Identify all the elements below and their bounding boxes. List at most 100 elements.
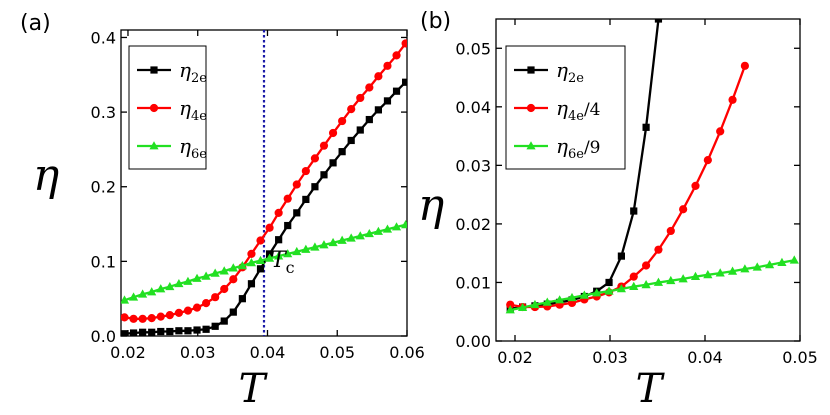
data-point — [274, 251, 284, 260]
data-point — [121, 313, 129, 322]
data-point — [365, 83, 374, 92]
legend-marker — [149, 103, 159, 113]
data-point — [302, 195, 310, 204]
data-point — [678, 274, 688, 283]
data-point — [653, 277, 664, 286]
y-axis-label: η — [418, 180, 444, 231]
data-point — [616, 284, 626, 293]
data-point — [328, 237, 338, 247]
data-point — [148, 328, 156, 336]
data-point — [301, 244, 311, 253]
chart-panel-b: 0.02 0.03 0.04 0.05 0.00 0.01 0.02 0.03 0.04 0.05… — [418, 9, 818, 412]
data-point — [392, 87, 401, 95]
y-axis-label: η — [33, 150, 59, 201]
data-point — [355, 231, 365, 240]
data-point — [283, 194, 292, 203]
data-point — [703, 270, 713, 279]
data-point — [320, 171, 328, 179]
data-point — [283, 249, 293, 258]
data-point — [391, 222, 402, 231]
data-point — [220, 284, 229, 294]
y-tick-label: 0.0 — [91, 327, 116, 346]
data-point — [691, 181, 700, 190]
data-point — [156, 284, 166, 293]
y-tick-label: 0.4 — [91, 28, 116, 47]
series-4e — [121, 39, 407, 323]
data-point — [129, 314, 138, 323]
data-point — [202, 325, 210, 333]
data-point — [401, 39, 407, 48]
data-point — [338, 148, 346, 156]
x-tick-label: 0.04 — [250, 343, 286, 362]
data-point — [228, 263, 238, 272]
data-point — [555, 295, 565, 304]
data-point — [727, 266, 738, 275]
data-point — [402, 78, 407, 86]
x-tick-label: 0.05 — [782, 348, 818, 367]
data-point — [165, 311, 174, 320]
data-point — [192, 273, 202, 282]
data-point — [265, 223, 274, 232]
data-point — [139, 328, 147, 336]
data-point — [518, 302, 528, 312]
data-point — [777, 257, 787, 266]
data-point — [347, 136, 355, 145]
x-axis-label: T — [636, 366, 666, 412]
data-point — [256, 265, 265, 273]
series-6e — [121, 219, 407, 304]
data-point — [328, 128, 338, 138]
data-point — [174, 308, 183, 317]
data-point — [740, 264, 750, 273]
panel-label: (a) — [20, 11, 51, 36]
data-point — [373, 226, 383, 235]
data-point — [138, 289, 148, 298]
data-point — [229, 308, 237, 316]
data-point — [641, 279, 651, 289]
legend-marker — [149, 141, 159, 150]
data-point — [530, 299, 540, 309]
data-point — [121, 330, 129, 336]
data-point — [237, 261, 247, 270]
x-tick-label: 0.03 — [592, 348, 628, 367]
data-point — [604, 286, 614, 295]
data-point — [174, 278, 184, 288]
data-point — [567, 292, 577, 302]
x-tick-label: 0.05 — [319, 343, 355, 362]
data-point — [338, 116, 347, 126]
data-point — [401, 219, 407, 229]
data-point — [364, 228, 374, 238]
data-point — [311, 183, 319, 191]
data-point — [666, 275, 676, 285]
data-point — [679, 205, 688, 214]
data-point — [284, 221, 292, 230]
data-point — [374, 72, 383, 81]
legend-entry-4e: η4e/4 — [556, 96, 601, 124]
data-point — [310, 242, 320, 251]
data-point — [275, 236, 283, 244]
y-tick-label: 0.3 — [91, 103, 116, 122]
data-point — [579, 290, 589, 299]
data-point — [642, 261, 651, 270]
y-tick-label: 0.05 — [455, 39, 491, 58]
data-point — [147, 287, 157, 296]
data-point — [740, 61, 750, 70]
data-point — [202, 299, 211, 308]
plot-area — [505, 19, 799, 314]
data-point — [506, 300, 515, 309]
data-point — [255, 255, 266, 265]
data-point — [274, 208, 283, 217]
y-tick-label: 0.04 — [455, 98, 491, 117]
data-point — [703, 155, 712, 165]
x-tick-label: 0.06 — [389, 343, 425, 362]
data-point — [666, 226, 675, 236]
data-point — [765, 260, 775, 269]
data-point — [383, 97, 392, 105]
data-point — [121, 295, 130, 304]
legend-marker — [526, 141, 536, 150]
data-point — [256, 236, 265, 245]
data-point — [329, 159, 337, 167]
data-point — [592, 288, 602, 297]
series-6e — [505, 255, 799, 314]
